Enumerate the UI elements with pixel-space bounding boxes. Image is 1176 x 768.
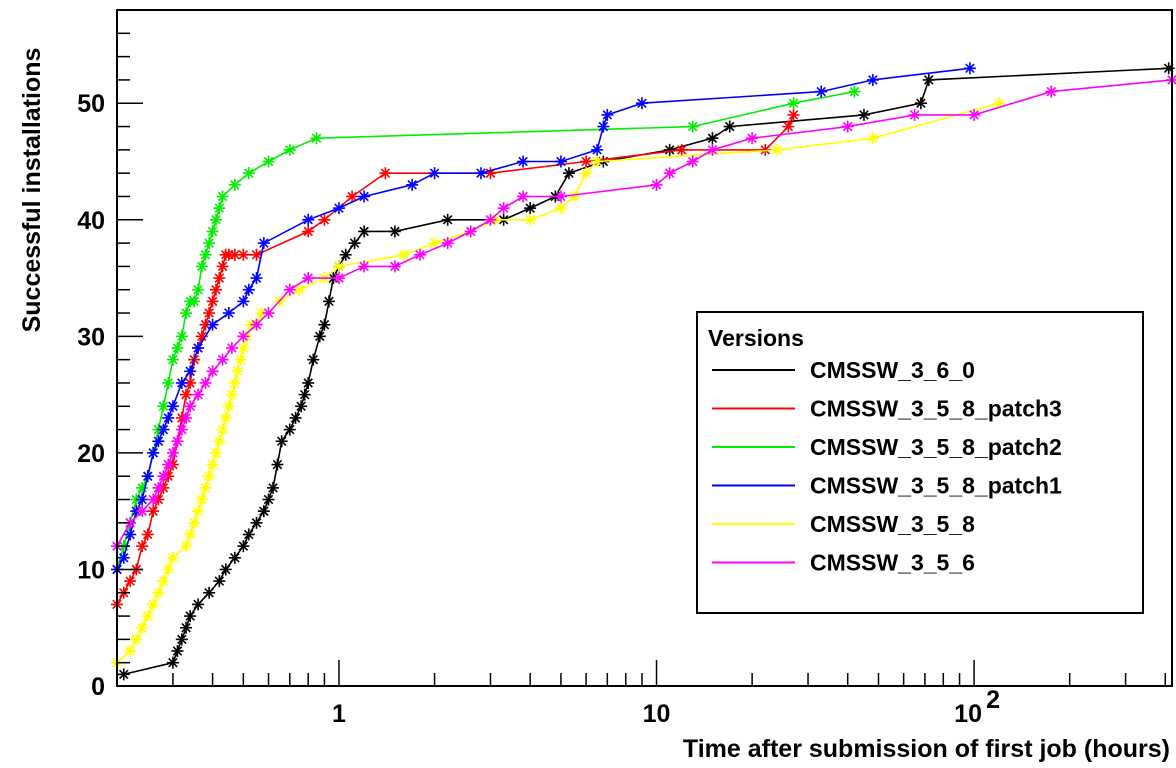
data-point [152,587,164,599]
data-point [180,307,192,319]
data-point [210,214,222,226]
data-point [180,622,192,634]
data-point [429,167,441,179]
data-point [147,505,159,517]
data-point [213,575,225,587]
data-point [302,377,314,389]
legend-title: Versions [708,325,804,351]
data-point [136,540,148,552]
data-point [136,622,148,634]
y-axis-title: Successful installations [18,48,46,333]
data-point [167,552,179,564]
data-point [229,552,241,564]
data-point [591,156,603,168]
data-point [200,377,212,389]
legend-label: CMSSW_3_5_8_patch1 [810,473,1062,499]
data-point [229,179,241,191]
data-point [651,179,663,191]
data-point [136,494,148,506]
data-point [176,377,188,389]
data-point [243,167,255,179]
data-point [142,610,154,622]
data-point [591,144,603,156]
data-point [517,190,529,202]
legend-label: CMSSW_3_5_8_patch2 [810,434,1062,460]
data-point [333,202,345,214]
legend-label: CMSSW_3_6_0 [810,357,975,383]
data-point [203,237,215,249]
data-point [302,225,314,237]
data-point [687,156,699,168]
data-point [196,494,208,506]
x-tick-label: 10 [954,700,982,728]
data-point [203,307,215,319]
data-point [636,97,648,109]
data-point [203,587,215,599]
legend-label: CMSSW_3_5_8_patch3 [810,396,1062,422]
data-point [217,190,229,202]
legend: Versions CMSSW_3_6_0 CMSSW_3_5_8_patch3 CM… [697,312,1143,613]
data-point [746,132,758,144]
data-point [237,540,249,552]
x-tick-label: 1 [332,700,346,728]
data-point [915,97,927,109]
data-point [580,167,592,179]
data-point [207,225,219,237]
data-point [223,307,235,319]
data-point [124,575,136,587]
data-point [192,342,204,354]
data-point [555,190,567,202]
x-tick-exponent: 2 [986,686,1000,714]
data-point [136,505,148,517]
data-point [157,575,169,587]
data-point [867,132,879,144]
data-point [842,121,854,133]
data-point [555,156,567,168]
data-point [398,249,410,261]
data-point [340,249,352,261]
x-axis-title: Time after submission of first job (hour… [683,735,1170,763]
data-point [162,377,174,389]
x-tick-label: 10 [643,700,671,728]
data-point [147,494,159,506]
data-point [782,121,794,133]
data-point [771,144,783,156]
data-point [676,144,688,156]
legend-label: CMSSW_3_5_8 [810,511,975,537]
y-tick-label: 30 [77,323,105,351]
data-point [226,342,238,354]
y-tick-label: 0 [91,673,105,701]
data-point [118,552,130,564]
data-point [867,74,879,86]
legend-label: CMSSW_3_5_6 [810,550,975,576]
data-point [171,342,183,354]
data-point [200,249,212,261]
data-point [580,156,592,168]
y-tick-label: 20 [77,440,105,468]
data-point [124,645,136,657]
data-point [192,505,204,517]
data-point [180,540,192,552]
data-point [302,214,314,226]
y-tick-label: 50 [77,90,105,118]
data-point [687,121,699,133]
data-point [184,610,196,622]
data-point [237,342,249,354]
data-point [923,74,935,86]
data-point [1045,86,1057,98]
y-tick-label: 10 [77,556,105,584]
data-point [229,377,241,389]
data-point [601,109,613,121]
data-point [188,517,200,529]
data-point [465,225,477,237]
data-point [237,249,249,261]
data-point [213,202,225,214]
data-point [517,156,529,168]
y-tick-label: 40 [77,207,105,235]
data-point [724,121,736,133]
data-point [555,202,567,214]
data-point [171,645,183,657]
